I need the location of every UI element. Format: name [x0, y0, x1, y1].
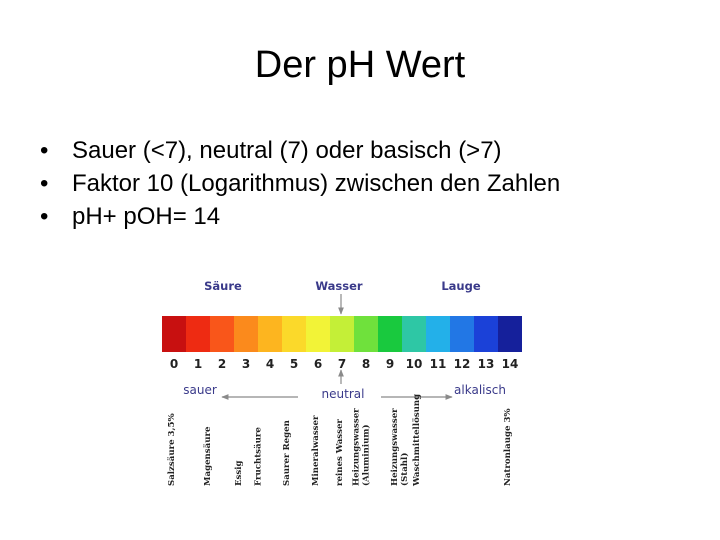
substance-label: (Stahl)	[399, 453, 410, 486]
color-bar-segment-13	[474, 316, 498, 352]
ph-number-label: 1	[194, 357, 202, 371]
substance-label: Mineralwasser	[311, 415, 321, 486]
substance-label: Salzsäure 3,5%	[166, 413, 177, 486]
bullet-dot: •	[40, 203, 49, 230]
substance-label: Natronlauge 3%	[503, 408, 513, 486]
bullet-text: Faktor 10 (Logarithmus) zwischen den Zah…	[72, 170, 561, 197]
color-bar-segment-12	[450, 316, 474, 352]
bullet-dot: •	[40, 137, 49, 164]
ph-number-label: 13	[478, 357, 495, 371]
substance-label: Heizungswasser	[390, 408, 400, 486]
ph-number-label: 14	[502, 357, 519, 371]
ph-number-label: 2	[218, 357, 226, 371]
ph-number-label: 11	[430, 357, 447, 371]
color-bar-segment-4	[258, 316, 282, 352]
ph-number-label: 6	[314, 357, 322, 371]
ph-number-label: 3	[242, 357, 250, 371]
bullet-list: • Sauer (<7), neutral (7) oder basisch (>…	[40, 134, 560, 233]
slide-title: Der pH Wert	[254, 44, 466, 86]
ph-number-label: 7	[338, 357, 346, 371]
color-bar-segment-5	[282, 316, 306, 352]
label-base-header: Lauge	[441, 279, 481, 293]
substance-labels: Salzsäure 3,5% Magensäure Essig Fruchtsäure…	[166, 394, 513, 487]
substance-label: reines Wasser	[335, 419, 345, 486]
substance-label: Waschmittellösung	[411, 394, 422, 487]
bullet-item: • Sauer (<7), neutral (7) oder basisch (>…	[40, 134, 560, 167]
color-bar-segment-3	[234, 316, 258, 352]
substance-label: Magensäure	[202, 426, 213, 486]
color-bar-segment-14	[498, 316, 522, 352]
bullet-item: • pH+ pOH= 14	[40, 200, 560, 233]
ph-number-label: 8	[362, 357, 370, 371]
substance-label: Fruchtsäure	[252, 427, 263, 486]
ph-number-label: 10	[406, 357, 423, 371]
color-bar-segment-1	[186, 316, 210, 352]
substance-label: Essig	[234, 460, 244, 486]
substance-label: Saurer Regen	[282, 419, 292, 486]
ph-number-label: 5	[290, 357, 298, 371]
label-acid-header: Säure	[204, 279, 242, 293]
ph-number-label: 4	[266, 357, 274, 371]
label-alkalisch: alkalisch	[454, 383, 506, 397]
bullet-dot: •	[40, 170, 49, 197]
color-bar-segment-8	[354, 316, 378, 352]
label-water-header: Wasser	[315, 279, 363, 293]
color-bar-segment-11	[426, 316, 450, 352]
label-sauer: sauer	[183, 383, 217, 397]
bullet-text: Sauer (<7), neutral (7) oder basisch (>7…	[72, 137, 502, 164]
ph-number-label: 12	[454, 357, 471, 371]
ph-number-row: 0 1 2 3 4 5 6 7 8 9 10 11 12 13 14	[170, 357, 519, 371]
ph-number-label: 0	[170, 357, 178, 371]
substance-label: (Aluminium)	[361, 424, 372, 486]
label-neutral: neutral	[322, 387, 365, 401]
color-bar-segment-10	[402, 316, 426, 352]
color-bar-segment-6	[306, 316, 330, 352]
bullet-text: pH+ pOH= 14	[72, 203, 221, 230]
ph-scale-diagram: Säure Wasser Lauge 0 1 2 3 4 5 6 7 8 9 10 11 12 13 14 …	[162, 279, 522, 487]
color-bar	[162, 316, 522, 352]
bullet-item: • Faktor 10 (Logarithmus) zwischen den Za…	[40, 167, 560, 200]
ph-number-label: 9	[386, 357, 394, 371]
color-bar-segment-7	[330, 316, 354, 352]
color-bar-segment-2	[210, 316, 234, 352]
substance-label: Heizungswasser	[352, 408, 362, 486]
color-bar-segment-0	[162, 316, 186, 352]
color-bar-segment-9	[378, 316, 402, 352]
ph-scale-figure: Säure Wasser Lauge 0 1 2 3 4 5 6 7 8 9 10 11 12 13 14 …	[158, 270, 530, 492]
